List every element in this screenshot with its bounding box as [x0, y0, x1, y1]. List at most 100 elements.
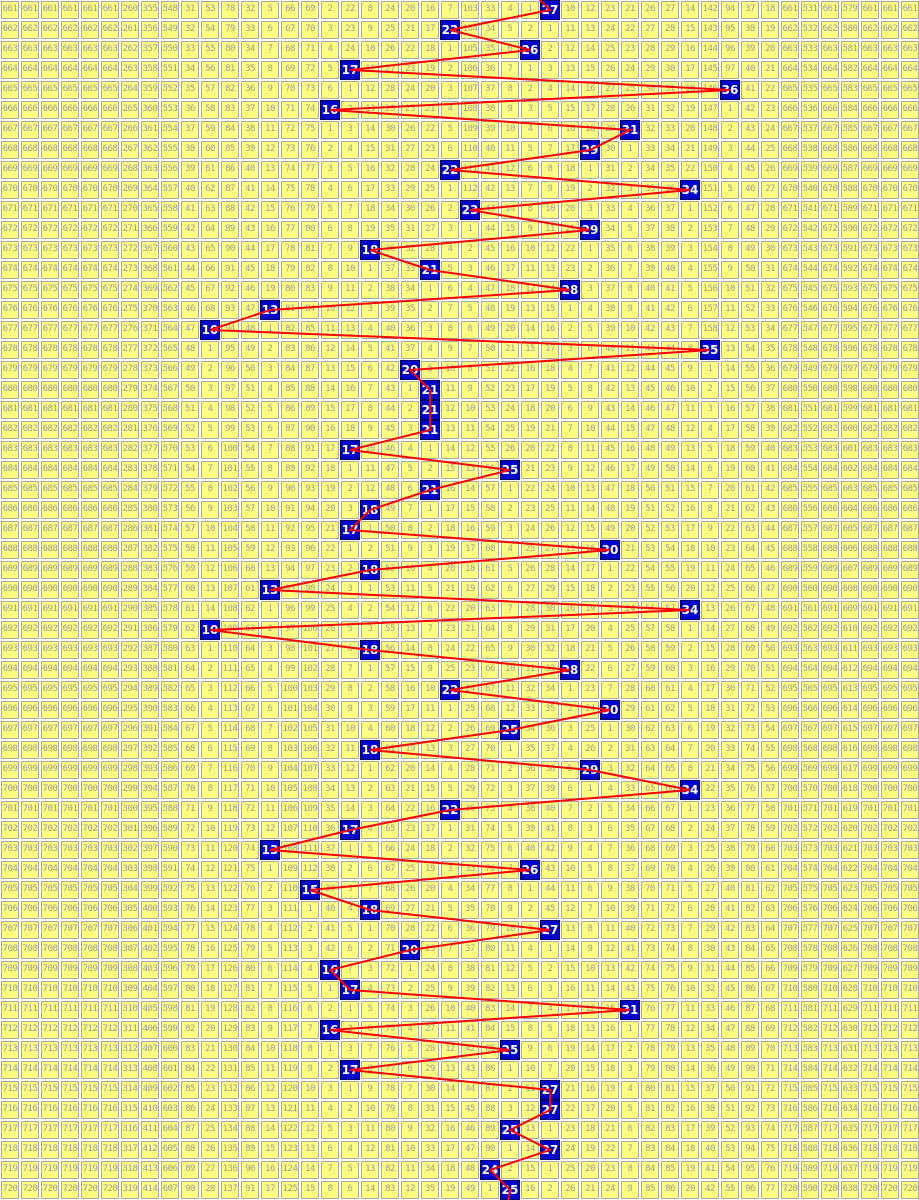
miss-count-cell: 670	[101, 181, 119, 199]
miss-count-cell: 71	[241, 781, 259, 799]
miss-count-cell: 38	[481, 101, 499, 119]
miss-count-cell: 79	[661, 1041, 679, 1059]
miss-count-cell: 80	[481, 941, 499, 959]
miss-count-cell: 4	[261, 381, 279, 399]
miss-count-cell: 1	[341, 541, 359, 559]
miss-count-cell: 85	[301, 321, 319, 339]
miss-count-cell: 667	[881, 121, 899, 139]
miss-count-cell: 92	[221, 281, 239, 299]
miss-count-cell: 86	[301, 341, 319, 359]
miss-count-cell: 66	[481, 661, 499, 679]
miss-count-cell: 96	[741, 1181, 759, 1199]
miss-count-cell: 7	[501, 601, 519, 619]
miss-count-cell: 544	[801, 261, 819, 279]
miss-count-cell: 666	[1, 101, 19, 119]
miss-count-cell: 5	[521, 961, 539, 979]
miss-count-cell: 33	[181, 41, 199, 59]
miss-count-cell: 697	[1, 721, 19, 739]
miss-count-cell: 72	[381, 961, 399, 979]
miss-count-cell: 709	[821, 961, 839, 979]
miss-count-cell: 2	[601, 741, 619, 759]
miss-count-cell: 2	[681, 221, 699, 239]
miss-count-cell: 22	[761, 81, 779, 99]
miss-count-cell: 60	[741, 461, 759, 479]
miss-count-cell: 18	[561, 641, 579, 659]
miss-count-cell: 717	[61, 1121, 79, 1139]
miss-count-cell: 593	[841, 281, 859, 299]
miss-count-cell: 4	[201, 701, 219, 719]
miss-count-cell: 151	[701, 181, 719, 199]
miss-count-cell: 49	[381, 501, 399, 519]
miss-count-cell: 3	[461, 261, 479, 279]
miss-count-cell: 682	[41, 421, 59, 439]
miss-count-cell: 26	[601, 61, 619, 79]
miss-count-cell: 6	[321, 81, 339, 99]
miss-count-cell: 665	[1, 81, 19, 99]
miss-count-cell: 4	[301, 961, 319, 979]
miss-count-cell: 22	[621, 21, 639, 39]
miss-count-cell: 24	[701, 821, 719, 839]
miss-count-cell: 9	[441, 981, 459, 999]
miss-count-cell: 712	[101, 1021, 119, 1039]
miss-count-cell: 35	[601, 241, 619, 259]
miss-count-cell: 18	[361, 201, 379, 219]
miss-count-cell: 22	[441, 601, 459, 619]
miss-count-cell: 46	[381, 441, 399, 459]
miss-count-cell: 8	[441, 961, 459, 979]
miss-count-cell: 9	[341, 241, 359, 259]
miss-count-cell: 2	[261, 621, 279, 639]
hit-cell: 25	[500, 1040, 520, 1060]
miss-count-cell: 6	[201, 741, 219, 759]
miss-count-cell: 665	[901, 81, 919, 99]
miss-count-cell: 363	[141, 161, 159, 179]
miss-count-cell: 296	[121, 721, 139, 739]
miss-count-cell: 3	[561, 721, 579, 739]
miss-count-cell: 700	[901, 781, 919, 799]
miss-count-cell: 69	[481, 721, 499, 739]
miss-count-cell: 65	[761, 941, 779, 959]
miss-count-cell: 16	[561, 601, 579, 619]
miss-count-cell: 667	[781, 121, 799, 139]
miss-count-cell: 12	[501, 701, 519, 719]
miss-count-cell: 7	[441, 1, 459, 19]
miss-count-cell: 2	[621, 161, 639, 179]
miss-count-cell: 105	[301, 721, 319, 739]
miss-count-cell: 58	[741, 421, 759, 439]
miss-count-cell: 33	[381, 181, 399, 199]
miss-count-cell: 58	[661, 621, 679, 639]
miss-count-cell: 6	[261, 21, 279, 39]
miss-count-cell: 5	[341, 161, 359, 179]
miss-count-cell: 2	[521, 901, 539, 919]
miss-count-cell: 34	[541, 681, 559, 699]
miss-count-cell: 316	[121, 1121, 139, 1139]
miss-count-cell: 683	[1, 441, 19, 459]
miss-count-cell: 686	[881, 501, 899, 519]
miss-count-cell: 686	[41, 501, 59, 519]
miss-count-cell: 4	[341, 901, 359, 919]
miss-count-cell: 24	[521, 521, 539, 539]
miss-count-cell: 68	[201, 301, 219, 319]
miss-count-cell: 63	[381, 781, 399, 799]
miss-count-cell: 122	[281, 1121, 299, 1139]
miss-count-cell: 16	[441, 1121, 459, 1139]
miss-count-cell: 19	[441, 1181, 459, 1199]
miss-count-cell: 589	[841, 201, 859, 219]
miss-count-cell: 711	[821, 1001, 839, 1019]
miss-count-cell: 2	[441, 61, 459, 79]
miss-count-cell: 72	[641, 921, 659, 939]
miss-count-cell: 6	[341, 181, 359, 199]
miss-count-cell: 81	[641, 1101, 659, 1119]
miss-count-cell: 75	[301, 121, 319, 139]
miss-count-cell: 28	[421, 241, 439, 259]
miss-count-cell: 44	[721, 961, 739, 979]
miss-count-cell: 80	[181, 981, 199, 999]
miss-count-cell: 539	[801, 161, 819, 179]
miss-count-cell: 16	[681, 1101, 699, 1119]
miss-count-cell: 52	[241, 401, 259, 419]
miss-count-cell: 2	[441, 721, 459, 739]
miss-count-cell: 6	[341, 641, 359, 659]
miss-count-cell: 12	[361, 481, 379, 499]
miss-count-cell: 696	[881, 701, 899, 719]
miss-count-cell: 77	[761, 1181, 779, 1199]
miss-count-cell: 131	[221, 1061, 239, 1079]
